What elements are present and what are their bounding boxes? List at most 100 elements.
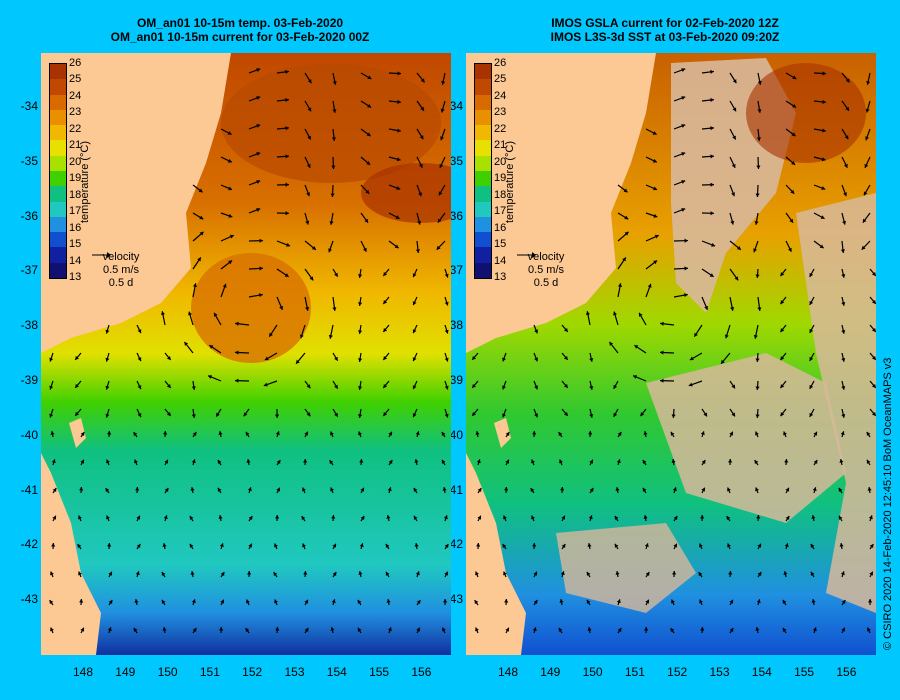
current-vector-head [784,459,789,463]
current-vector-head [709,273,714,277]
current-vector-head [532,543,537,547]
current-vector-head [416,627,420,632]
left-lon-tick: 155 [369,665,390,679]
current-vector-head [861,245,866,250]
current-vector-head [839,543,844,547]
current-vector-head [731,412,736,417]
current-vector-head [397,71,401,76]
current-vector-head [755,358,760,362]
current-vector-head [754,460,759,465]
current-vector-head [190,487,195,491]
current-vector-head [358,431,362,436]
current-vector-head [866,80,871,85]
current-vector-head [105,413,110,418]
current-vector-head [222,283,227,288]
current-vector-head [871,299,876,304]
current-vector-head [367,103,372,108]
current-vector-head [309,276,314,281]
current-vector-head [811,515,816,519]
current-vector-head [809,300,814,305]
current-vector-head [396,186,401,190]
current-vector-head [306,384,311,389]
current-vector-head [332,307,337,311]
current-vector-head [841,413,846,418]
current-vector-head [279,305,284,310]
current-vector-head [161,571,166,576]
left-lat-tick: -41 [20,482,38,497]
current-vector-head [782,599,787,604]
current-vector-head [563,355,568,360]
current-vector-head [755,627,760,631]
colorbar-tick: 18 [494,188,507,201]
current-vector-head [259,266,263,271]
current-vector-head [285,126,289,131]
current-vector-head [688,382,693,387]
right-map-svg [466,53,876,655]
current-vector-head [863,191,868,196]
current-vector-head [299,334,304,339]
current-vector-head [332,571,337,576]
current-vector-head [633,375,638,379]
current-vector-head [558,627,563,632]
current-vector-head [699,543,703,548]
colorbar-segment [50,201,66,218]
current-vector-head [840,431,845,436]
current-vector-head [700,431,705,436]
left-lon-tick: 150 [157,665,178,679]
current-vector-head [838,515,843,520]
current-vector-head [845,106,849,111]
current-vector-head [476,543,481,547]
right-velocity-speed: 0.5 m/s [527,264,565,276]
current-vector-head [331,137,337,141]
current-vector-head [563,327,568,332]
current-vector-head [476,459,481,464]
current-vector-head [51,459,56,464]
colorbar-tick: 25 [494,73,507,86]
colorbar-tick: 21 [69,139,82,152]
current-vector-head [441,431,446,436]
current-vector-head [811,599,816,603]
current-vector-head [785,487,790,492]
current-vector-head [303,459,308,463]
current-vector-head [245,431,250,436]
current-vector-head [757,307,762,311]
left-lon-tick: 153 [284,665,305,679]
current-vector-head [812,487,817,492]
current-vector-head [617,628,622,633]
current-vector-head [653,186,658,191]
current-vector-head [617,431,622,436]
current-vector-head [701,487,706,492]
current-vector-head [366,132,371,137]
current-vector-head [868,599,873,603]
colorbar-tick: 18 [69,188,82,201]
current-vector-head [642,459,647,464]
current-vector-head [821,157,826,162]
current-vector-head [729,627,734,632]
left-lon-tick: 156 [411,665,432,679]
current-vector-head [220,572,225,577]
left-lon-tick: 152 [242,665,263,679]
current-vector-head [440,108,445,113]
current-vector-head [388,459,393,464]
current-vector-head [755,414,760,418]
current-vector-head [871,327,876,332]
current-vector-head [710,69,714,74]
current-vector-head [813,459,818,464]
current-vector-head [217,459,222,464]
current-vector-head [439,163,444,168]
current-vector-head [227,158,232,163]
colorbar-segment [475,186,491,203]
current-vector-head [80,432,85,436]
current-vector-head [821,186,826,190]
current-vector-head [616,459,621,464]
current-vector-head [711,242,716,247]
current-vector-head [134,599,139,603]
current-vector-head [49,413,54,418]
colorbar-tick: 20 [494,155,507,168]
current-vector-head [105,329,110,334]
right-lon-tick: 154 [751,665,772,679]
current-vector-head [166,412,171,417]
current-vector-head [358,358,363,362]
current-vector-head [780,328,785,333]
current-vector-head [787,247,792,252]
